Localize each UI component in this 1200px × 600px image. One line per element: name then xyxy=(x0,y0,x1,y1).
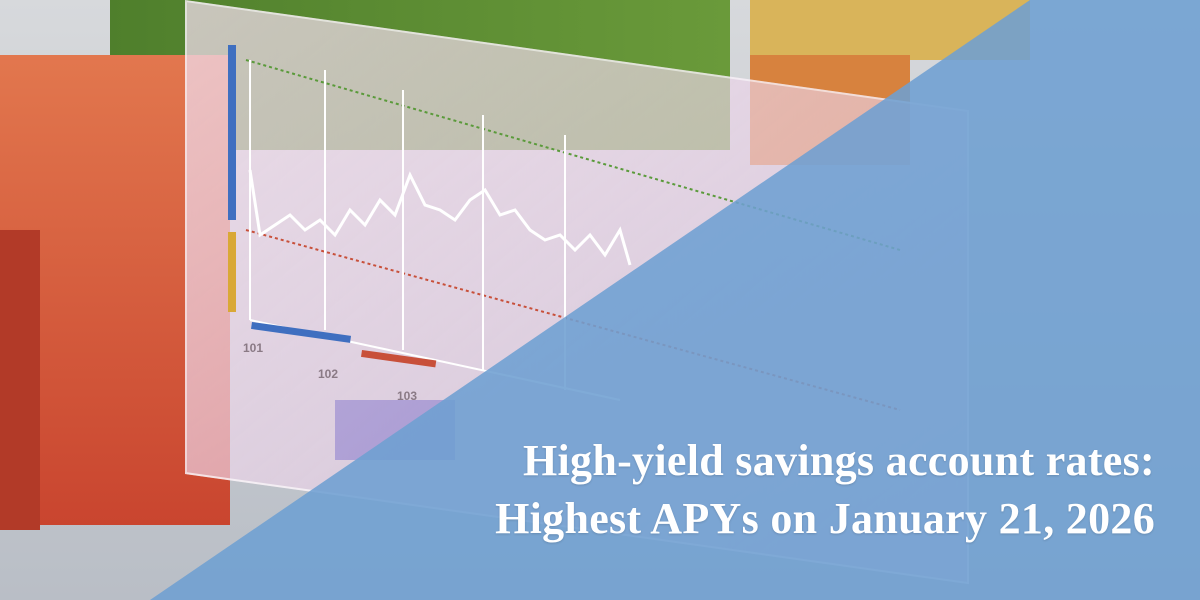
svg-text:102: 102 xyxy=(318,367,338,381)
headline-line-2: Highest APYs on January 21, 2026 xyxy=(495,494,1155,543)
svg-text:103: 103 xyxy=(397,389,417,403)
red-block-side xyxy=(0,230,40,530)
headline-line-1: High-yield savings account rates: xyxy=(522,436,1155,485)
headline: High-yield savings account rates: Highes… xyxy=(495,432,1155,548)
svg-text:101: 101 xyxy=(243,341,263,355)
